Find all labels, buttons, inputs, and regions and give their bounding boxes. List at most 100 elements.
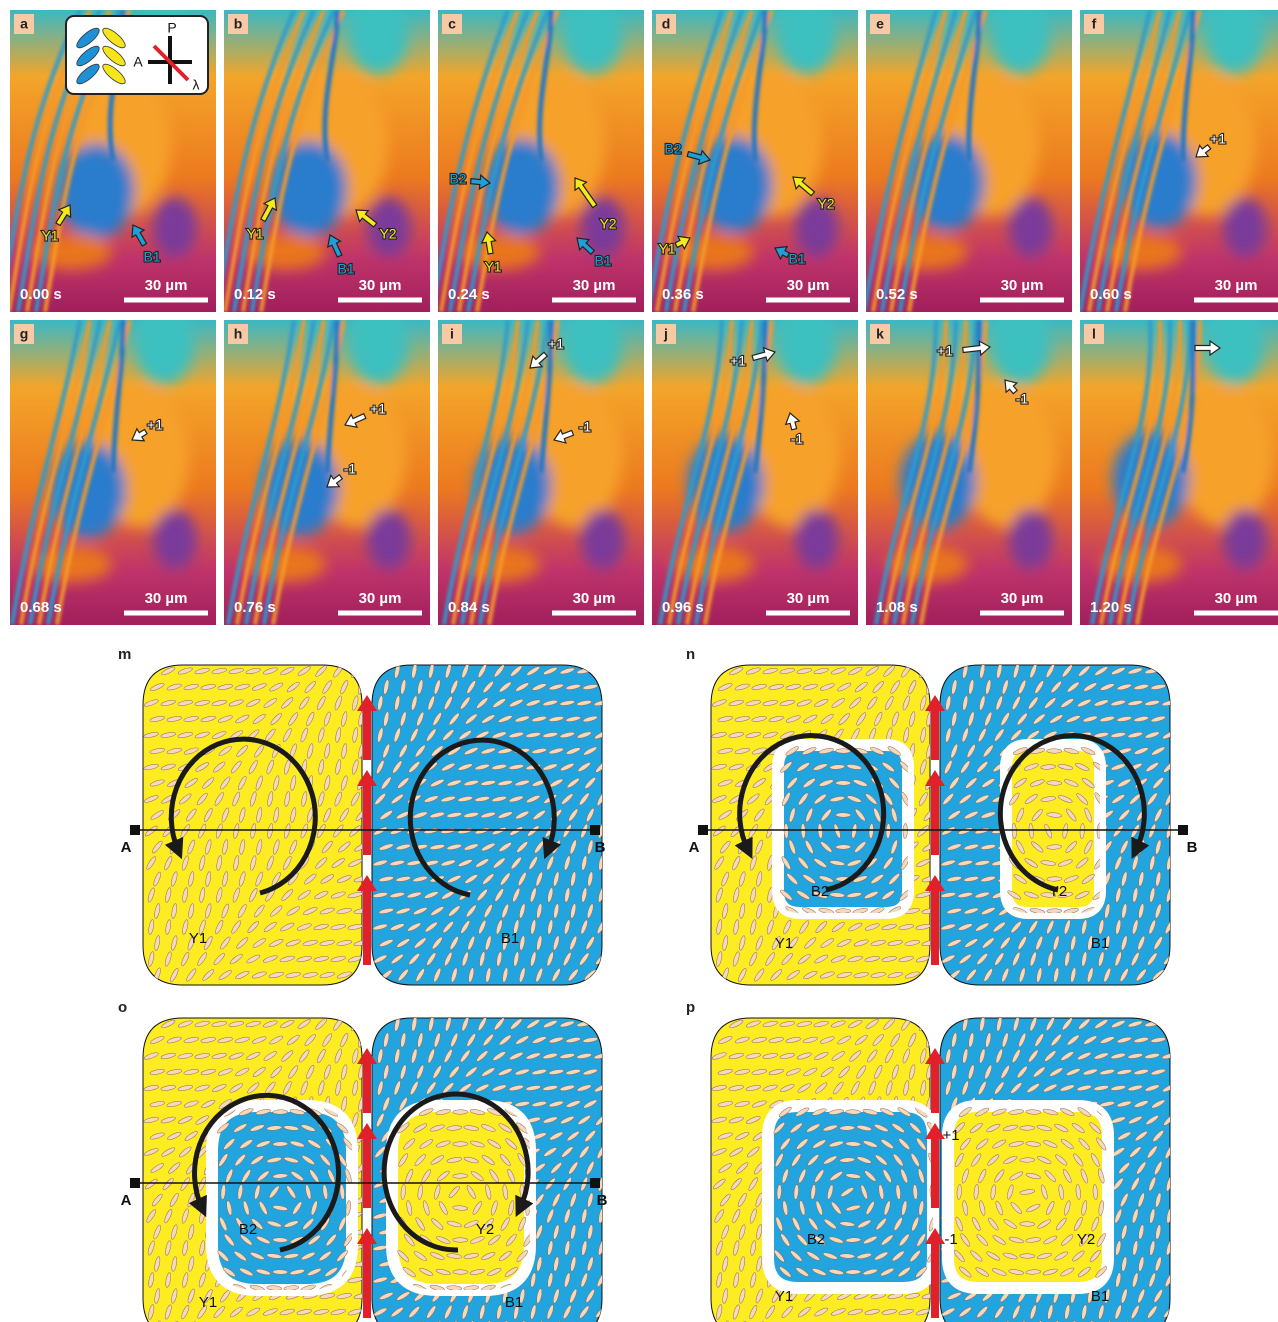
time-label: 0.00 s [20,286,62,303]
schematic-label: B2 [239,1221,257,1238]
annotation-label: B2 [449,171,466,187]
micrograph-panel: e 0.52 s 30 µm [864,0,1072,312]
schematic-letter: n [686,646,695,663]
panel-letter: i [450,326,454,342]
section-end [1178,825,1188,835]
scale-label: 30 µm [145,590,188,607]
time-label: 0.36 s [662,286,704,303]
annotation-label: B1 [788,251,805,267]
annotation-label: B1 [337,261,354,277]
schematic: mABY1B1 [118,646,609,985]
time-label: 1.08 s [876,599,918,616]
red-arrow-shaft [363,1240,371,1318]
scale-label: 30 µm [573,590,616,607]
micrograph-panel: g0.68 s30 µm+1 [10,304,216,625]
panel-letter: l [1092,326,1096,342]
mesogen [453,1142,468,1147]
mesogen [1161,1021,1177,1028]
mesogen [836,781,851,785]
annotation-label: B1 [594,253,611,269]
time-label: 0.12 s [234,286,276,303]
micrograph-panel: c0.24 s30 µmB2Y2Y1B1 [432,0,644,312]
time-label: 0.60 s [1090,286,1132,303]
panel-letter: c [448,16,456,32]
red-arrow-shaft [363,887,371,965]
schematic-label: -1 [944,1231,957,1248]
mesogen [903,823,908,838]
micrograph [864,0,1072,312]
annotation-label: +1 [937,343,953,359]
mesogen [273,1237,288,1242]
section-end [590,1178,600,1188]
schematic-label: B1 [501,930,519,947]
schematic-label: B [595,839,606,856]
section-end [590,825,600,835]
schematic-label: B1 [1091,935,1109,952]
annotation-label: B2 [664,141,681,157]
mesogen [918,663,929,678]
scale-label: 30 µm [573,277,616,294]
mesogen [784,823,789,838]
panel-letter: e [876,16,884,32]
mesogen [273,1142,288,1147]
mesogen [1161,668,1177,675]
panel-letter: k [876,326,884,342]
annotation-label: +1 [730,353,746,369]
mesogen [593,668,609,675]
mesogen [846,1110,861,1115]
schematic-label: Y2 [476,1221,494,1238]
mesogen [354,970,369,981]
micrograph [224,304,430,625]
red-arrow-shaft [363,707,371,760]
mesogen [1020,1254,1035,1259]
scale-label: 30 µm [1001,277,1044,294]
annotation-label: +1 [147,417,163,433]
panel-letter: h [234,326,243,342]
schematic-label: Y1 [775,935,793,952]
red-arrow-shaft [931,707,939,760]
micrograph [432,0,644,312]
red-arrow-shaft [363,782,371,855]
schematic-label: Y1 [189,930,207,947]
schematic-label: Y1 [775,1288,793,1305]
scale-label: 30 µm [787,277,830,294]
micrograph-panel: h0.76 s30 µm+1-1 [224,304,430,625]
schematic: pB2Y2Y1B1+1-1 [686,999,1177,1322]
mesogen [453,1270,468,1275]
mesogen [836,909,851,913]
mesogen [273,1110,288,1115]
micrograph-panel: j0.96 s30 µm+1-1 [652,304,858,625]
inset-label: λ [193,77,200,93]
annotation-label: -1 [579,419,592,435]
section-end [698,825,708,835]
annotation-label: -1 [791,431,804,447]
mesogen [1020,1222,1035,1227]
panel-letter: d [662,16,671,32]
panel-letter: a [20,16,28,32]
red-arrow-shaft [931,1060,939,1113]
mesogen [846,1270,861,1275]
scale-label: 30 µm [1215,590,1258,607]
annotation-label: Y2 [599,216,616,232]
panel-letter: b [234,16,243,32]
red-arrow-shaft [931,887,939,965]
panel-letter: j [663,326,668,342]
mesogen [453,1174,468,1179]
time-label: 0.84 s [448,599,490,616]
time-label: 0.52 s [876,286,918,303]
mesogen [1020,1158,1035,1163]
scale-label: 30 µm [1001,590,1044,607]
mesogen [350,663,361,678]
time-label: 0.96 s [662,599,704,616]
annotation-label: -1 [1016,391,1029,407]
schematic: nABB2Y2Y1B1 [686,646,1198,985]
annotation-label: Y1 [484,259,501,275]
micrograph-panel: b0.12 s30 µmY1B1Y2 [216,0,430,312]
annotation-label: -1 [344,461,357,477]
panel-letter: f [1092,16,1097,32]
section-end [130,825,140,835]
inner-yellow [392,1106,530,1290]
mesogen [836,845,851,850]
inset-label: P [167,20,176,36]
scale-label: 30 µm [359,590,402,607]
